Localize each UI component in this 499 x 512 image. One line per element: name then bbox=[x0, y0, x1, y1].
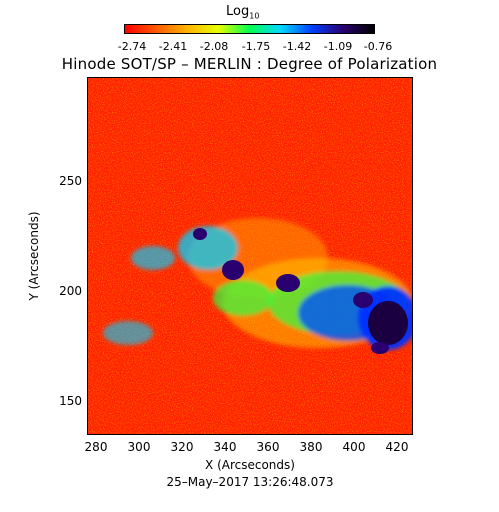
y-tick: 250 bbox=[59, 174, 82, 188]
y-tick: 200 bbox=[59, 284, 82, 298]
map-image bbox=[88, 78, 412, 434]
x-tick: 340 bbox=[213, 440, 237, 454]
y-tick: 150 bbox=[59, 394, 82, 408]
colorbar-tick: -1.09 bbox=[323, 40, 353, 53]
colorbar-tick: -1.42 bbox=[282, 40, 312, 53]
dark-umbrae bbox=[193, 228, 408, 354]
x-tick: 320 bbox=[170, 440, 194, 454]
colorbar bbox=[124, 24, 375, 34]
figure-title: Hinode SOT/SP – MERLIN : Degree of Polar… bbox=[61, 55, 438, 73]
y-axis-label: Y (Arcseconds) bbox=[27, 211, 41, 301]
x-tick: 280 bbox=[84, 440, 108, 454]
timestamp: 25–May–2017 13:26:48.073 bbox=[166, 475, 334, 489]
colorbar-ticks: -2.74 -2.41 -2.08 -1.75 -1.42 -1.09 -0.7… bbox=[116, 40, 392, 54]
x-axis-label: X (Arcseconds) bbox=[205, 458, 295, 472]
x-tick: 300 bbox=[127, 440, 151, 454]
colorbar-tick: -0.76 bbox=[363, 40, 393, 53]
x-tick: 400 bbox=[342, 440, 366, 454]
colorbar-label: Log10 bbox=[226, 4, 260, 21]
colorbar-tick: -1.75 bbox=[241, 40, 271, 53]
colorbar-tick: -2.41 bbox=[158, 40, 188, 53]
x-tick: 360 bbox=[256, 440, 280, 454]
x-tick: 420 bbox=[385, 440, 409, 454]
x-tick: 380 bbox=[299, 440, 323, 454]
colorbar-tick: -2.08 bbox=[199, 40, 229, 53]
colorbar-tick: -2.74 bbox=[117, 40, 147, 53]
polarization-map bbox=[87, 77, 413, 435]
